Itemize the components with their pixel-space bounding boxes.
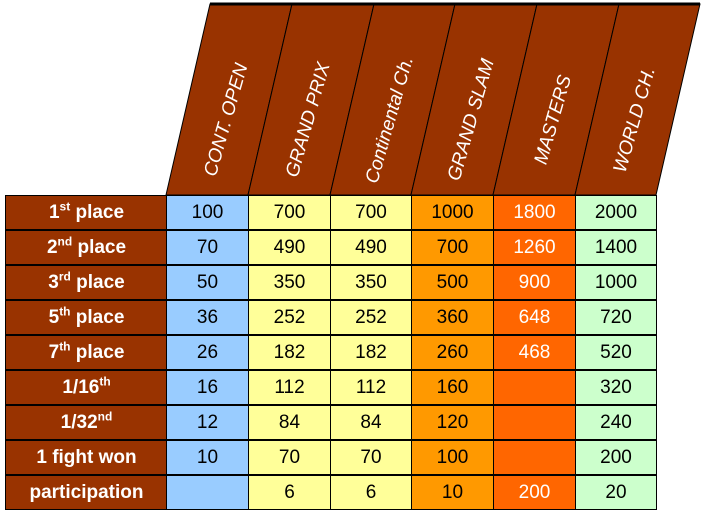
row-label: 1 fight won (5, 440, 167, 475)
table-cell: 240 (575, 405, 657, 440)
table-cell: 10 (166, 440, 249, 475)
table-row: 1st place 100 700 700 1000 1800 2000 (0, 195, 708, 230)
row-label: 1/32nd (5, 405, 167, 440)
table-cell: 252 (330, 300, 412, 335)
row-label-text: participation (29, 482, 144, 503)
table-cell: 700 (411, 230, 494, 265)
table-cell: 200 (493, 475, 576, 510)
table-cell: 6 (248, 475, 331, 510)
table-row: 1 fight won 10 70 70 100 200 (0, 440, 708, 475)
table-cell: 182 (248, 335, 331, 370)
row-label: participation (5, 475, 167, 510)
table-cell: 1400 (575, 230, 657, 265)
row-label-text: 1 fight won (36, 447, 137, 468)
row-label-superscript: th (99, 374, 111, 389)
table-cell: 1800 (493, 195, 576, 230)
table-row: 5th place 36 252 252 360 648 720 (0, 300, 708, 335)
table-cell: 100 (411, 440, 494, 475)
table-cell (493, 405, 576, 440)
row-label-suffix: place (72, 237, 127, 258)
table-cell: 252 (248, 300, 331, 335)
table-cell (493, 370, 576, 405)
table-cell: 20 (575, 475, 657, 510)
row-label-text: 1/32 (60, 412, 98, 433)
table-row: 3rd place 50 350 350 500 900 1000 (0, 265, 708, 300)
table-cell: 700 (248, 195, 331, 230)
table-cell: 6 (330, 475, 412, 510)
table-cell: 260 (411, 335, 494, 370)
row-label: 2nd place (5, 230, 167, 265)
table-cell: 1260 (493, 230, 576, 265)
table-cell: 500 (411, 265, 494, 300)
table-cell: 468 (493, 335, 576, 370)
table-row: participation 6 6 10 200 20 (0, 475, 708, 510)
table-cell: 160 (411, 370, 494, 405)
table-row: 1/32nd 12 84 84 120 240 (0, 405, 708, 440)
table-row: 2nd place 70 490 490 700 1260 1400 (0, 230, 708, 265)
table-cell: 350 (248, 265, 331, 300)
table-row: 1/16th 16 112 112 160 320 (0, 370, 708, 405)
table-cell: 2000 (575, 195, 657, 230)
row-label: 3rd place (5, 265, 167, 300)
table-cell: 70 (330, 440, 412, 475)
table-cell: 70 (248, 440, 331, 475)
table-cell: 112 (248, 370, 331, 405)
table-cell: 100 (166, 195, 249, 230)
table-cell: 700 (330, 195, 412, 230)
row-label-text: 3 (48, 272, 59, 293)
row-label: 5th place (5, 300, 167, 335)
row-label-text: 1 (48, 202, 60, 223)
table-cell: 70 (166, 230, 249, 265)
table-cell: 1000 (575, 265, 657, 300)
row-label-suffix: place (70, 342, 125, 363)
table-cell: 490 (330, 230, 412, 265)
row-label: 1st place (5, 195, 167, 230)
table-cell: 520 (575, 335, 657, 370)
table-cell: 200 (575, 440, 657, 475)
table-cell (493, 440, 576, 475)
row-label-superscript: st (59, 199, 71, 214)
table-cell: 84 (330, 405, 412, 440)
row-label-text: 7 (48, 342, 60, 363)
table-cell: 10 (411, 475, 494, 510)
table-cell: 360 (411, 300, 494, 335)
table-cell: 1000 (411, 195, 494, 230)
table-cell: 900 (493, 265, 576, 300)
table-cell: 648 (493, 300, 576, 335)
table-cell: 490 (248, 230, 331, 265)
table-row: 7th place 26 182 182 260 468 520 (0, 335, 708, 370)
table-cell: 112 (330, 370, 412, 405)
row-label: 7th place (5, 335, 167, 370)
row-label-text: 2 (46, 237, 58, 258)
row-label-suffix: place (70, 202, 125, 223)
table-cell: 182 (330, 335, 412, 370)
table-cell (166, 475, 249, 510)
row-label-text: 5 (48, 307, 60, 328)
column-header-band: CONT. OPEN GRAND PRIX Continental Ch. GRAND… (165, 2, 701, 196)
row-label-suffix: place (70, 307, 125, 328)
row-label: 1/16th (5, 370, 167, 405)
row-label-superscript: th (59, 304, 71, 319)
row-label-superscript: th (59, 339, 71, 354)
table-cell: 16 (166, 370, 249, 405)
row-label-superscript: nd (97, 409, 113, 424)
row-label-suffix: place (70, 272, 125, 293)
table-cell: 320 (575, 370, 657, 405)
table-cell: 26 (166, 335, 249, 370)
table-cell: 12 (166, 405, 249, 440)
table-cell: 120 (411, 405, 494, 440)
table-cell: 720 (575, 300, 657, 335)
table-cell: 84 (248, 405, 331, 440)
row-label-superscript: nd (57, 234, 73, 249)
table-cell: 350 (330, 265, 412, 300)
table-cell: 50 (166, 265, 249, 300)
row-label-superscript: rd (58, 269, 71, 284)
table-cell: 36 (166, 300, 249, 335)
row-label-text: 1/16 (62, 377, 100, 398)
